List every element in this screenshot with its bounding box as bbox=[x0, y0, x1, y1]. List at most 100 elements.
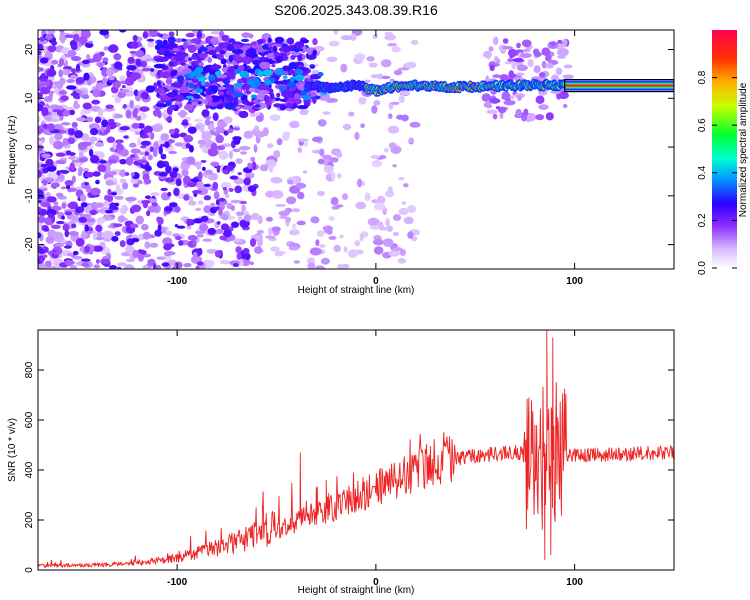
spectrogram-cell bbox=[242, 247, 250, 255]
spectrogram-cell bbox=[264, 79, 272, 86]
spectrogram-cell bbox=[297, 191, 305, 200]
spectrogram-cell bbox=[296, 220, 306, 226]
spectrogram-cell bbox=[114, 96, 122, 104]
spectrogram-cell bbox=[307, 257, 316, 265]
spectrogram-cell bbox=[297, 146, 303, 154]
spectrogram-cell bbox=[197, 139, 206, 145]
spectrogram-cell bbox=[398, 207, 409, 216]
spectrogram-cell bbox=[485, 100, 491, 109]
spectrogram-cell bbox=[216, 145, 226, 151]
spectrogram-cell bbox=[188, 82, 195, 89]
spectrogram-frame bbox=[37, 29, 675, 270]
spectrogram-cell bbox=[562, 38, 568, 47]
spectrogram-cell bbox=[137, 179, 143, 185]
spectrogram-cell bbox=[39, 36, 45, 42]
spectrogram-y-tick-label: 20 bbox=[24, 44, 35, 56]
spectrogram-cell bbox=[371, 199, 378, 204]
spectrogram-cell bbox=[135, 50, 145, 58]
spectrogram-cell bbox=[341, 193, 349, 201]
spectrogram-cell bbox=[206, 248, 218, 254]
spectrogram-cell bbox=[201, 131, 212, 141]
snr-x-tick-label: 100 bbox=[566, 577, 583, 588]
spectrogram-cell bbox=[95, 224, 103, 233]
spectrogram-cell bbox=[116, 262, 127, 267]
spectrogram-cell bbox=[147, 40, 155, 48]
spectrogram-cell bbox=[214, 250, 222, 258]
spectrogram-cell bbox=[265, 235, 276, 239]
spectrogram-cell bbox=[364, 79, 371, 83]
spectrogram-cell bbox=[381, 75, 391, 80]
spectrogram-cell bbox=[239, 200, 247, 205]
spectrogram-cell bbox=[38, 189, 44, 198]
spectrogram-cell bbox=[50, 182, 60, 188]
spectrogram-cell bbox=[59, 35, 66, 44]
spectrogram-cell bbox=[213, 206, 221, 211]
spectrogram-cell bbox=[228, 187, 234, 192]
colorbar-tick-label: 0.8 bbox=[697, 70, 708, 84]
spectrogram-cell bbox=[61, 202, 67, 209]
spectrogram-cell bbox=[330, 196, 339, 206]
spectrogram-cell bbox=[258, 70, 264, 78]
spectrogram-cell bbox=[174, 94, 185, 102]
spectrogram-cell bbox=[191, 54, 198, 60]
spectrogram-cell bbox=[286, 69, 297, 75]
spectrogram-cell bbox=[92, 88, 101, 98]
spectrogram-cell bbox=[201, 166, 206, 172]
spectrogram-cell bbox=[144, 241, 151, 249]
spectrogram-cell bbox=[276, 138, 283, 146]
spectrogram-cell bbox=[397, 67, 410, 71]
spectrogram-cell bbox=[317, 119, 327, 127]
spectrogram-cell bbox=[73, 103, 81, 109]
spectrogram-cell bbox=[201, 79, 206, 86]
spectrogram-cell bbox=[123, 135, 129, 139]
spectrogram-cell bbox=[89, 209, 98, 216]
spectrogram-cell bbox=[90, 187, 101, 196]
spectrogram-cell bbox=[191, 190, 203, 194]
spectrogram-cell bbox=[38, 169, 43, 178]
spectrogram-cell bbox=[111, 235, 119, 242]
spectrogram-cell bbox=[232, 148, 241, 153]
spectrogram-cell bbox=[391, 246, 403, 252]
spectrogram-cell bbox=[174, 236, 182, 241]
spectrogram-cell bbox=[397, 257, 407, 264]
spectrogram-cell bbox=[215, 77, 225, 82]
spectrogram-cell bbox=[187, 235, 198, 241]
spectrogram-cell bbox=[154, 229, 162, 237]
figure-title: S206.2025.343.08.39.R16 bbox=[274, 2, 438, 18]
spectrogram-cell bbox=[142, 200, 149, 209]
spectrogram-cell bbox=[196, 181, 204, 189]
spectrogram-cell bbox=[86, 53, 91, 61]
spectrogram-cell bbox=[168, 138, 174, 144]
spectrogram-cell bbox=[114, 113, 124, 119]
spectrogram-cell bbox=[56, 220, 65, 225]
spectrogram-cell bbox=[192, 251, 198, 259]
spectrogram-cell bbox=[265, 159, 277, 168]
spectrogram-cell bbox=[67, 214, 74, 218]
spectrogram-cell bbox=[196, 30, 202, 39]
spectrogram-cell bbox=[45, 158, 54, 168]
spectrogram-cell bbox=[191, 101, 198, 106]
spectrogram-cell bbox=[165, 78, 173, 85]
spectrogram-cell bbox=[326, 228, 333, 235]
spectrogram-cell bbox=[51, 40, 58, 46]
spectrogram-cell bbox=[119, 178, 127, 184]
spectrogram-cell bbox=[240, 151, 247, 155]
spectrogram-cell bbox=[80, 202, 88, 208]
spectrogram-cell bbox=[244, 253, 251, 261]
spectrogram-cell bbox=[205, 259, 215, 267]
spectrogram-cell bbox=[135, 58, 142, 66]
spectrogram-cell bbox=[328, 40, 340, 47]
spectrogram-cell bbox=[535, 114, 545, 121]
spectrogram-cell bbox=[212, 181, 219, 190]
spectrogram-cell bbox=[405, 61, 417, 69]
spectrogram-cell bbox=[89, 154, 100, 164]
spectrogram-cell bbox=[207, 49, 217, 56]
spectrogram-cell bbox=[226, 43, 235, 52]
spectrogram-cell bbox=[253, 79, 261, 87]
spectrogram-cell bbox=[274, 68, 285, 76]
spectrogram-cell bbox=[173, 187, 180, 197]
spectrogram-cell bbox=[550, 41, 557, 46]
spectrogram-cell bbox=[113, 53, 122, 61]
spectrogram-cell bbox=[243, 130, 254, 139]
spectrogram-cell bbox=[520, 52, 532, 59]
